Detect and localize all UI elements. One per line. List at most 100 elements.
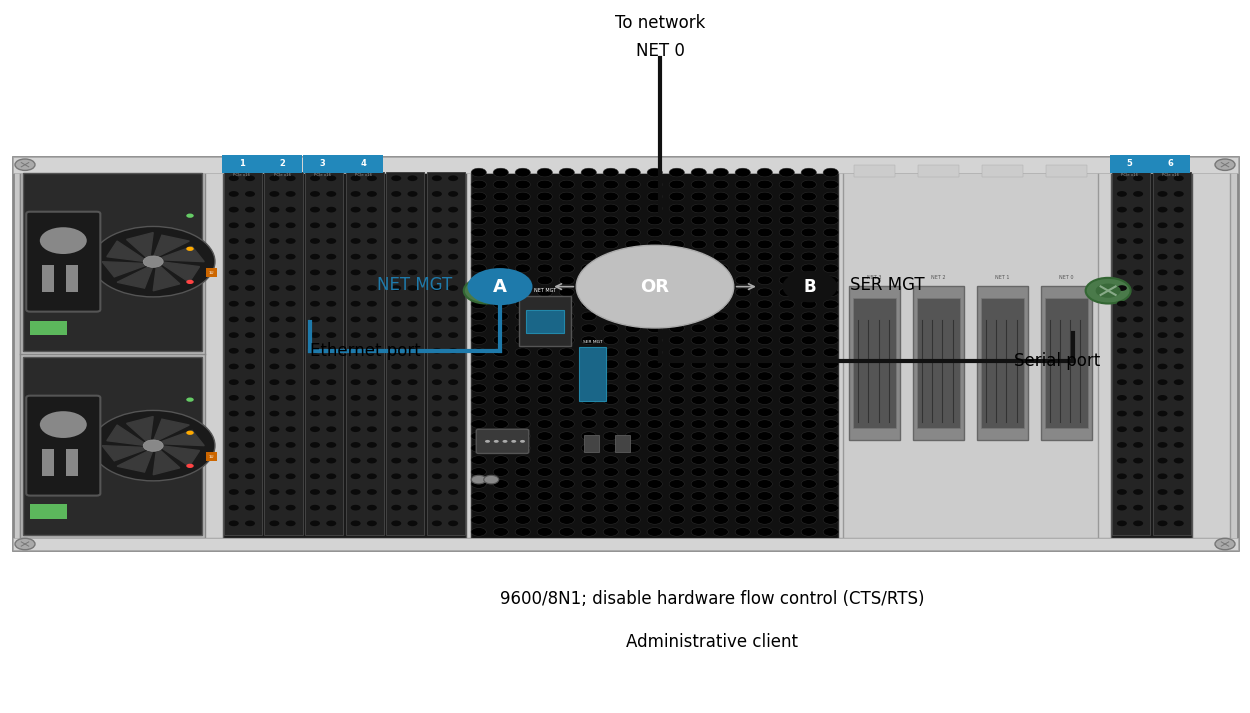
Circle shape <box>779 300 794 309</box>
Circle shape <box>326 317 336 322</box>
Circle shape <box>432 505 442 511</box>
Circle shape <box>350 332 360 338</box>
Circle shape <box>368 426 378 432</box>
Circle shape <box>559 443 574 452</box>
Circle shape <box>714 300 729 309</box>
Circle shape <box>494 240 509 249</box>
Circle shape <box>515 384 530 392</box>
Circle shape <box>432 379 442 385</box>
Circle shape <box>1174 270 1184 275</box>
Circle shape <box>758 324 772 332</box>
Circle shape <box>801 204 816 212</box>
Bar <box>1150 155 1190 173</box>
Circle shape <box>245 426 255 432</box>
Circle shape <box>310 317 320 322</box>
Circle shape <box>801 312 816 321</box>
Bar <box>344 155 384 173</box>
Circle shape <box>310 254 320 260</box>
Circle shape <box>669 204 684 212</box>
Circle shape <box>779 492 794 501</box>
Circle shape <box>758 372 772 381</box>
Text: A: A <box>492 277 508 296</box>
Circle shape <box>735 168 750 177</box>
Circle shape <box>648 264 662 272</box>
Circle shape <box>432 364 442 369</box>
Circle shape <box>515 180 530 189</box>
Circle shape <box>449 364 459 369</box>
Circle shape <box>432 301 442 307</box>
Polygon shape <box>102 446 149 461</box>
Circle shape <box>408 411 418 416</box>
Circle shape <box>408 175 418 181</box>
Circle shape <box>691 336 706 344</box>
Circle shape <box>691 252 706 261</box>
Circle shape <box>270 379 280 385</box>
Circle shape <box>229 348 239 354</box>
Circle shape <box>758 480 772 488</box>
Bar <box>471 170 838 538</box>
Circle shape <box>1174 520 1184 526</box>
Circle shape <box>1134 207 1144 212</box>
Text: PCIe x16: PCIe x16 <box>314 173 331 178</box>
Circle shape <box>1085 278 1131 304</box>
Circle shape <box>625 372 640 381</box>
Circle shape <box>1118 191 1128 197</box>
Circle shape <box>1134 175 1144 181</box>
Circle shape <box>270 285 280 291</box>
Circle shape <box>604 443 619 452</box>
Circle shape <box>779 216 794 225</box>
Circle shape <box>559 528 574 536</box>
Circle shape <box>648 492 662 501</box>
Circle shape <box>229 442 239 448</box>
Circle shape <box>758 528 772 536</box>
Bar <box>305 172 343 535</box>
Bar <box>1046 165 1086 177</box>
Circle shape <box>714 324 729 332</box>
Circle shape <box>714 384 729 392</box>
Circle shape <box>326 222 336 228</box>
Circle shape <box>669 276 684 284</box>
Circle shape <box>824 528 839 536</box>
Circle shape <box>559 432 574 441</box>
Circle shape <box>691 300 706 309</box>
Circle shape <box>735 264 750 272</box>
Circle shape <box>824 312 839 321</box>
Circle shape <box>270 175 280 181</box>
Polygon shape <box>158 247 204 262</box>
Circle shape <box>391 207 401 212</box>
Circle shape <box>581 300 596 309</box>
Circle shape <box>559 360 574 369</box>
Circle shape <box>758 276 772 284</box>
Circle shape <box>391 473 401 479</box>
Circle shape <box>285 489 296 495</box>
Circle shape <box>515 288 530 297</box>
Circle shape <box>581 288 596 297</box>
Circle shape <box>714 443 729 452</box>
Circle shape <box>559 480 574 488</box>
Circle shape <box>625 168 640 177</box>
Circle shape <box>625 480 640 488</box>
Circle shape <box>1158 426 1168 432</box>
Circle shape <box>801 360 816 369</box>
Circle shape <box>604 420 619 429</box>
Polygon shape <box>152 235 189 258</box>
Circle shape <box>432 489 442 495</box>
Circle shape <box>494 204 509 212</box>
Circle shape <box>714 193 729 201</box>
Circle shape <box>625 276 640 284</box>
Bar <box>12 538 1238 550</box>
Circle shape <box>538 288 552 297</box>
Circle shape <box>538 503 552 512</box>
Circle shape <box>538 300 552 309</box>
Circle shape <box>391 458 401 463</box>
Circle shape <box>801 492 816 501</box>
Circle shape <box>625 360 640 369</box>
Circle shape <box>581 324 596 332</box>
Circle shape <box>326 458 336 463</box>
Circle shape <box>494 312 509 321</box>
Circle shape <box>581 204 596 212</box>
Circle shape <box>350 489 360 495</box>
Circle shape <box>735 252 750 261</box>
Circle shape <box>559 180 574 189</box>
Circle shape <box>669 193 684 201</box>
